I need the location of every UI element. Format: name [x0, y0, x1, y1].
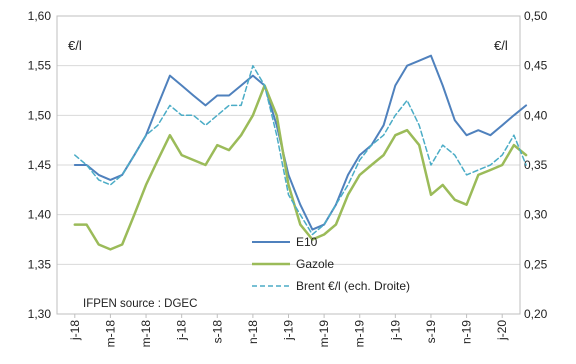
y-left-tick-label: 1,60: [28, 9, 52, 23]
legend-label-brent: Brent €/l (ech. Droite): [296, 279, 410, 293]
y-left-tick-label: 1,40: [28, 208, 52, 222]
x-tick-label: n-19: [460, 320, 474, 344]
y-left-tick-label: 1,45: [28, 158, 52, 172]
legend: E10 Gazole Brent €/l (ech. Droite): [252, 235, 410, 293]
series-line-e10: [73, 54, 528, 231]
y-left-tick-label: 1,35: [28, 257, 52, 271]
x-axis: j-18 m-18 m-18 j-18 s-18 n-18 j-19 m-19 m-19 j-19…: [68, 314, 509, 347]
source-note: IFPEN source : DGEC: [83, 298, 197, 310]
series-line-gazole: [73, 84, 528, 251]
y-right-tick-label: 0,40: [524, 108, 548, 122]
x-tick-label: m-19: [353, 320, 367, 348]
y-right-tick-label: 0,30: [524, 208, 548, 222]
x-tick-label: j-20: [495, 320, 509, 341]
y-right-tick-label: 0,35: [524, 158, 548, 172]
x-tick-label: m-18: [139, 320, 153, 348]
y-right-tick-label: 0,20: [524, 307, 548, 321]
x-tick-label: m-19: [317, 320, 331, 348]
y-axis-left: 1,30 1,35 1,40 1,45 1,50 1,55 1,60: [28, 9, 52, 321]
y-right-tick-label: 0,25: [524, 257, 548, 271]
x-tick-label: s-18: [210, 320, 224, 344]
series-line-brent: [74, 64, 527, 236]
unit-right-label: €/l: [494, 38, 508, 53]
x-tick-label: n-18: [246, 320, 260, 344]
legend-label-gazole: Gazole: [296, 257, 334, 271]
legend-label-e10: E10: [296, 235, 318, 249]
x-tick-label: s-19: [424, 320, 438, 344]
x-tick-label: j-19: [388, 320, 402, 341]
x-tick-label: j-19: [282, 320, 296, 341]
y-right-tick-label: 0,50: [524, 9, 548, 23]
series-lines: [73, 54, 528, 251]
y-left-tick-label: 1,30: [28, 307, 52, 321]
y-left-tick-label: 1,50: [28, 108, 52, 122]
x-tick-label: m-18: [103, 320, 117, 348]
x-tick-label: j-18: [68, 320, 82, 341]
y-right-tick-label: 0,45: [524, 59, 548, 73]
unit-left-label: €/l: [68, 38, 82, 53]
y-left-tick-label: 1,55: [28, 59, 52, 73]
y-axis-right: 0,20 0,25 0,30 0,35 0,40 0,45 0,50: [524, 9, 548, 321]
x-tick-label: j-18: [175, 320, 189, 341]
